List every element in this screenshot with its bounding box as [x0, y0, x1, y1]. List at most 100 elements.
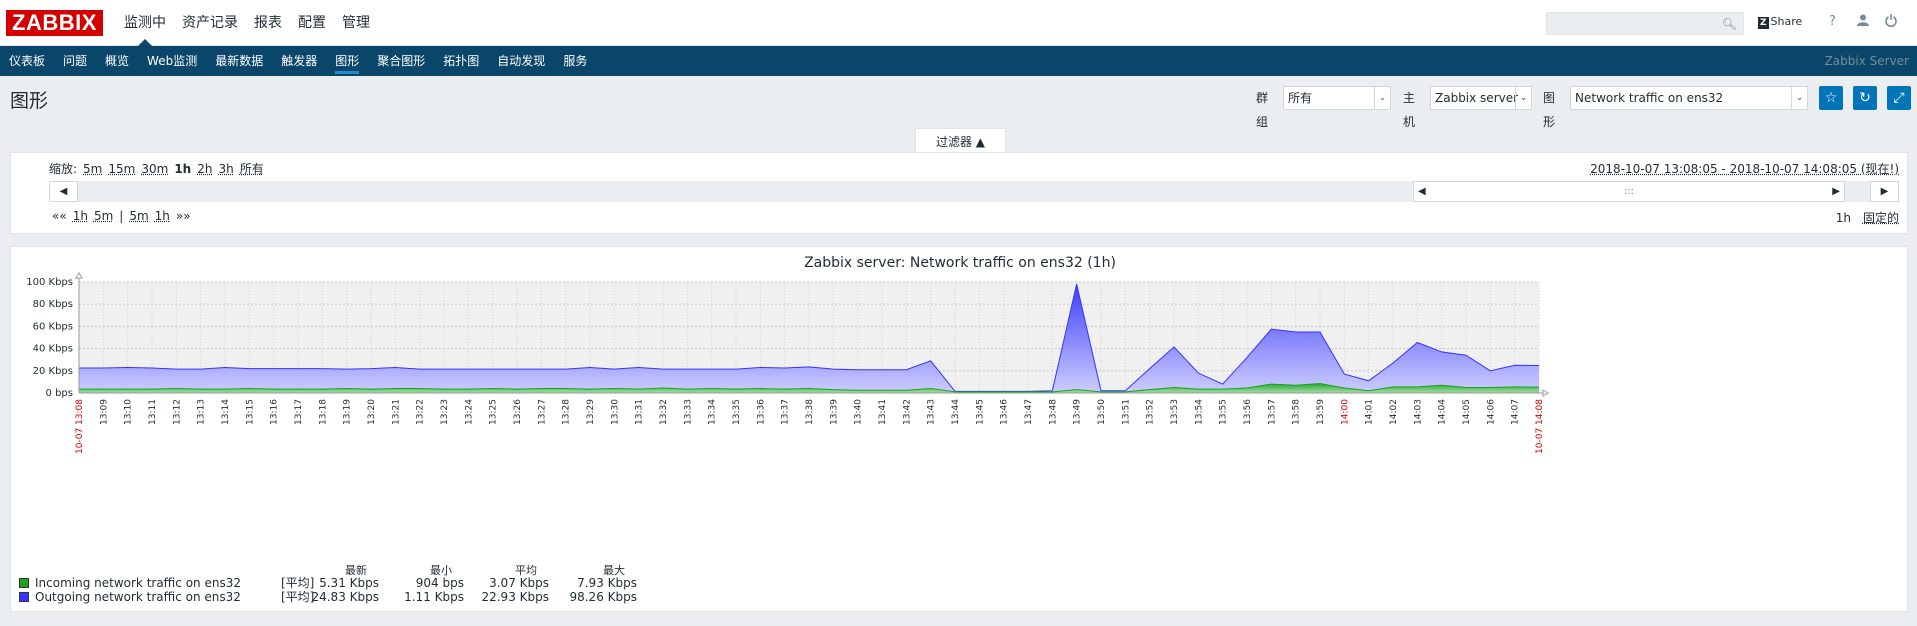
triangle-right-icon[interactable]: ▶: [1832, 186, 1840, 197]
x-tick-label: 13:20: [367, 399, 377, 425]
filter-tab[interactable]: 过滤器 ▲: [915, 128, 1006, 153]
legend-row: Incoming network traffic on ens32 [平均] 5.3…: [19, 576, 719, 590]
help-icon[interactable]: ?: [1829, 14, 1836, 29]
server-name: Zabbix Server: [1824, 54, 1909, 68]
x-axis-arrow-icon: [1542, 389, 1549, 397]
period-nav: «« 1h 5m | 5m 1h »»: [49, 209, 194, 223]
x-tick-label: 13:50: [1097, 399, 1107, 425]
fullscreen-button[interactable]: ⤢: [1887, 86, 1911, 110]
legend-swatch: [19, 578, 29, 588]
x-tick-label: 14:03: [1413, 399, 1423, 425]
legend-value-max: 7.93 Kbps: [577, 576, 637, 590]
x-tick-label: 13:44: [951, 399, 961, 425]
x-tick-label: 13:59: [1316, 399, 1326, 425]
scroll-thumb[interactable]: ◀::: ▶: [1413, 181, 1845, 202]
x-tick-label: 13:31: [635, 399, 645, 425]
nav-step[interactable]: ««: [52, 209, 67, 223]
chevron-down-icon: ⌄: [1515, 87, 1531, 109]
x-tick-label: 14:07: [1511, 399, 1521, 425]
y-tick-label: 80 Kbps: [33, 299, 73, 310]
sign-out-icon[interactable]: [1885, 14, 1897, 31]
zabbix-logo[interactable]: ZABBIX: [6, 10, 103, 36]
sub-menu-item[interactable]: 图形: [326, 46, 368, 76]
time-scrollbar[interactable]: ◀ ◀::: ▶ ▶: [49, 181, 1899, 202]
x-tick-label: 13:26: [513, 399, 523, 425]
zoom-option[interactable]: 3h: [218, 162, 234, 176]
sub-menu-item[interactable]: Web监测: [147, 54, 198, 68]
zoom-option[interactable]: 2h: [197, 162, 213, 176]
search-icon[interactable]: 🔍︎: [1721, 17, 1737, 31]
zoom-option[interactable]: 所有: [239, 162, 264, 176]
sub-menu-item[interactable]: 仪表板: [9, 54, 46, 68]
sub-menu-item[interactable]: 服务: [563, 54, 588, 68]
fixed-toggle[interactable]: 固定的: [1862, 211, 1899, 225]
favorite-button[interactable]: ☆: [1819, 86, 1843, 110]
sub-menu-item[interactable]: 触发器: [281, 54, 318, 68]
nav-step[interactable]: 5m: [93, 209, 114, 223]
y-tick-label: 20 Kbps: [33, 366, 73, 377]
refresh-button[interactable]: ↻: [1853, 86, 1877, 110]
x-tick-label: 13:21: [391, 399, 401, 425]
nav-step[interactable]: 5m: [129, 209, 149, 223]
legend-function: [平均]: [281, 576, 315, 590]
series-line-outgoing: [79, 283, 1540, 392]
sub-menu-item[interactable]: 自动发现: [497, 54, 546, 68]
x-tick-label: 13:53: [1170, 399, 1180, 425]
sub-menu-item[interactable]: 拓扑图: [443, 54, 480, 68]
legend-column-header: 最大: [603, 564, 625, 577]
x-tick-label: 13:51: [1121, 399, 1131, 425]
period-value: 1h: [1835, 211, 1851, 225]
traffic-chart[interactable]: 0 bps 20 Kbps 40 Kbps 60 Kbps 80 Kbps 100 Kbp…: [11, 247, 1909, 613]
graph-select[interactable]: Network traffic on ens32 ⌄: [1570, 86, 1808, 110]
zoom-option[interactable]: 1h: [174, 162, 192, 176]
legend-series-name: Outgoing network traffic on ens32: [35, 590, 241, 604]
x-tick-label-start: 10-07 13:08: [75, 399, 85, 454]
zoom-option[interactable]: 30m: [141, 162, 169, 176]
scroll-right-button[interactable]: ▶: [1870, 181, 1899, 202]
x-tick-label: 13:30: [610, 399, 620, 425]
x-tick-label: 13:33: [683, 399, 693, 425]
time-filter-panel: 缩放: 5m 15m 30m 1h 2h 3h 所有 2018-10-07 13:08:05 …: [10, 152, 1908, 234]
main-menu-item[interactable]: 配置: [298, 15, 326, 31]
share-label: Share: [1770, 15, 1803, 28]
legend-function: [平均]: [281, 590, 315, 604]
host-select[interactable]: Zabbix server ⌄: [1430, 86, 1532, 110]
nav-step[interactable]: »»: [175, 209, 191, 223]
legend-row: Outgoing network traffic on ens32 [平均] 24.…: [19, 590, 719, 604]
host-label: 主机: [1403, 91, 1416, 129]
x-tick-label: 13:37: [781, 399, 791, 425]
x-tick-label: 13:23: [440, 399, 450, 425]
sub-menu-item[interactable]: 最新数据: [215, 54, 264, 68]
group-select[interactable]: 所有 ⌄: [1283, 86, 1391, 110]
nav-step[interactable]: 1h: [154, 209, 170, 223]
zoom-option[interactable]: 5m: [83, 162, 103, 176]
user-icon[interactable]: [1857, 14, 1869, 30]
graph-panel: Zabbix server: Network traffic on ens32 …: [10, 246, 1908, 612]
search-input[interactable]: 🔍︎: [1546, 12, 1744, 35]
scroll-left-button[interactable]: ◀: [49, 181, 78, 202]
x-tick-label: 13:39: [829, 399, 839, 425]
triangle-left-icon: ◀: [59, 186, 68, 197]
sub-menu-item[interactable]: 问题: [63, 54, 88, 68]
x-tick-label: 14:06: [1486, 399, 1496, 425]
main-menu-item[interactable]: 监测中: [116, 0, 174, 46]
y-tick-label: 40 Kbps: [33, 344, 73, 355]
sub-menu: 仪表板 问题 概览 Web监测 最新数据 触发器 图形 聚合图形 拓扑图 自动发现 服务 Zabbi…: [0, 46, 1917, 76]
nav-step[interactable]: 1h: [72, 209, 88, 223]
x-tick-label-end: 10-07 14:08: [1535, 399, 1545, 454]
main-menu-item[interactable]: 资产记录: [182, 15, 238, 31]
main-menu-item[interactable]: 报表: [254, 15, 282, 31]
x-tick-label: 13:56: [1243, 399, 1253, 425]
x-tick-label: 13:27: [537, 399, 547, 425]
sub-menu-item[interactable]: 聚合图形: [377, 54, 426, 68]
time-range-link[interactable]: 2018-10-07 13:08:05 - 2018-10-07 14:08:0…: [1590, 162, 1899, 176]
triangle-left-icon[interactable]: ◀: [1418, 186, 1426, 197]
zoom-option[interactable]: 15m: [108, 162, 136, 176]
x-tick-label: 13:43: [927, 399, 937, 425]
x-tick-label: 13:22: [416, 399, 426, 425]
graph-label: 图形: [1543, 91, 1556, 129]
main-menu-item[interactable]: 管理: [342, 15, 370, 31]
legend-swatch: [19, 592, 29, 602]
share-button[interactable]: Z Share: [1758, 15, 1802, 29]
sub-menu-item[interactable]: 概览: [105, 54, 130, 68]
